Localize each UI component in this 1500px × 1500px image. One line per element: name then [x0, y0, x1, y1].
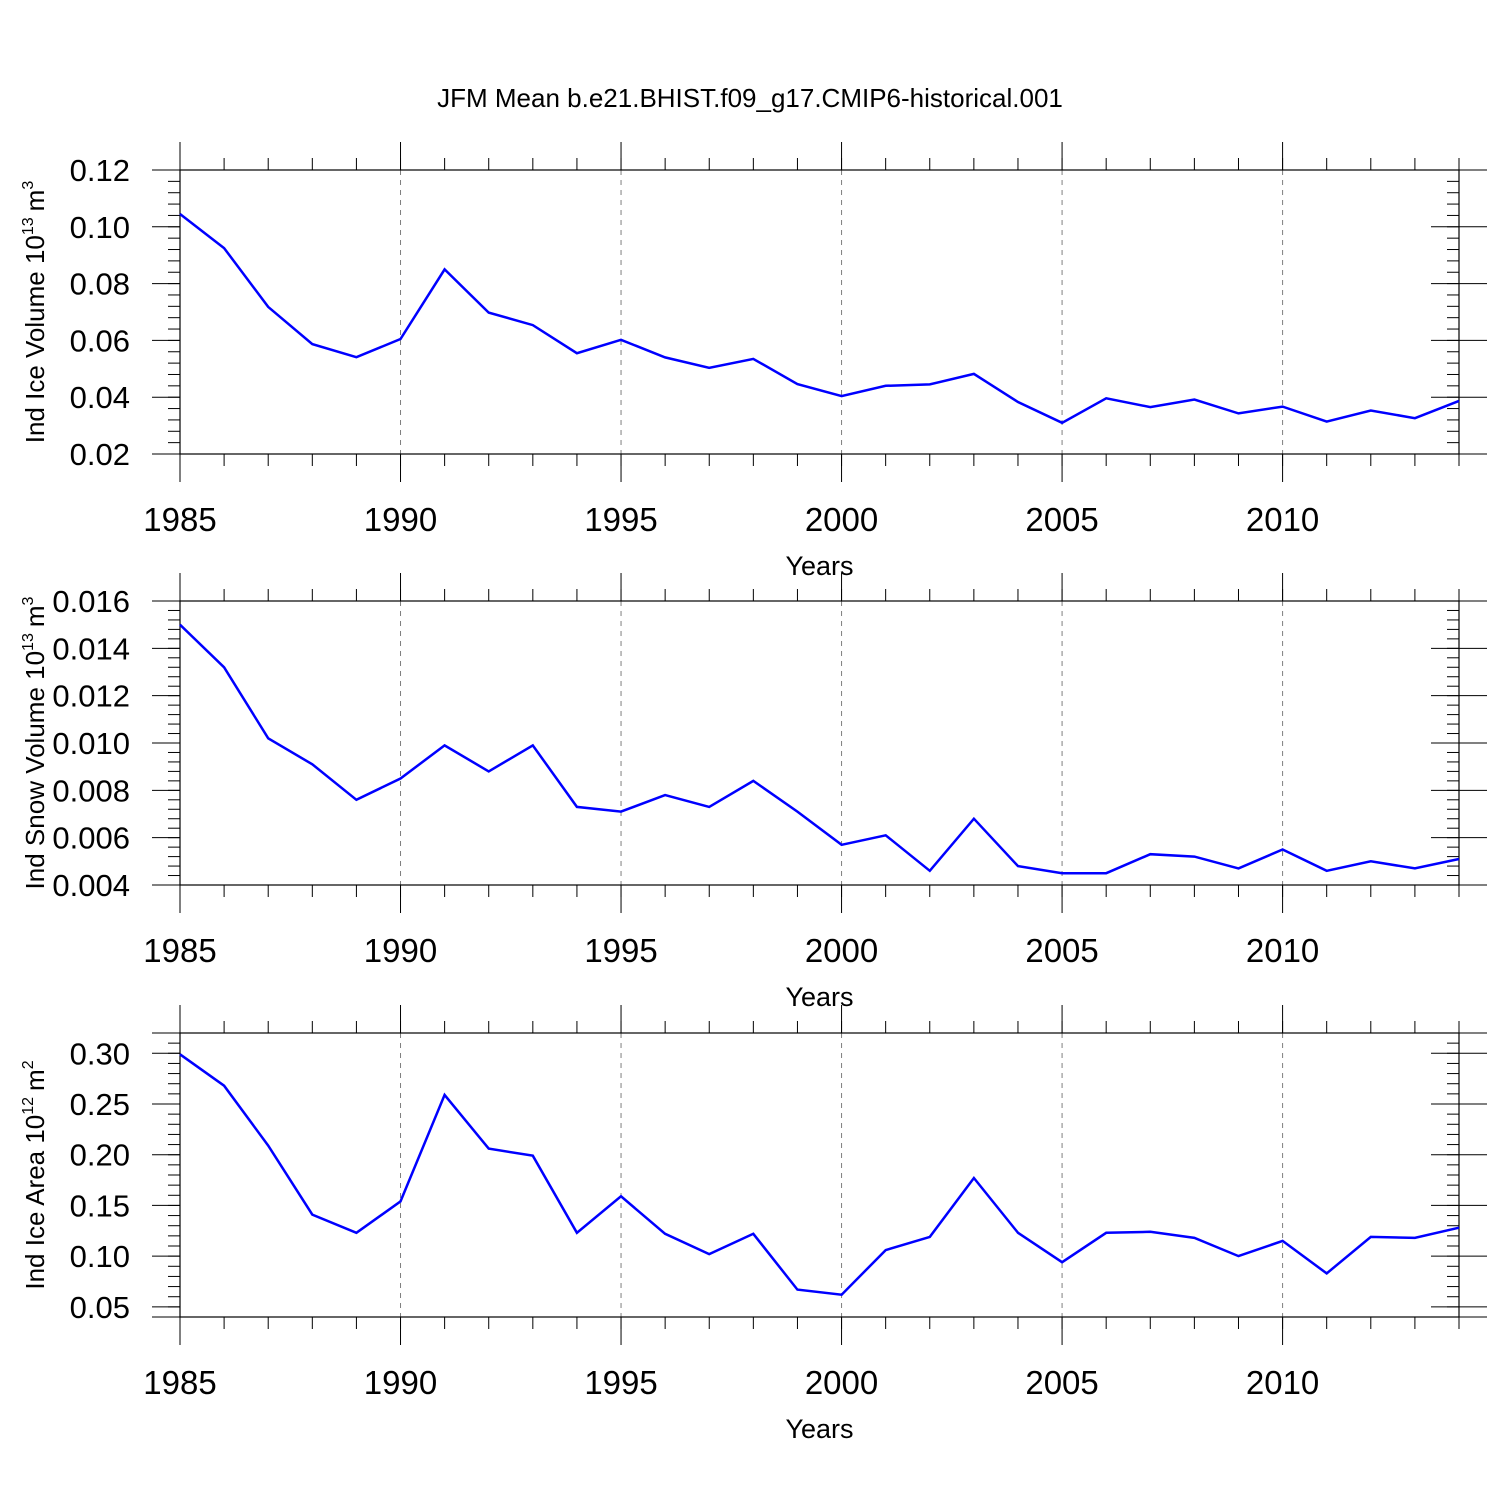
- x-axis-label: Years: [785, 551, 853, 581]
- y-tick-label: 0.04: [70, 380, 130, 415]
- y-tick-label: 0.10: [70, 210, 130, 245]
- y-tick-label: 0.016: [52, 584, 130, 619]
- x-tick-label: 2000: [805, 932, 878, 969]
- x-tick-label: 1995: [584, 932, 657, 969]
- y-tick-label: 0.20: [70, 1138, 130, 1173]
- y-tick-label: 0.006: [52, 821, 130, 856]
- y-tick-label: 0.05: [70, 1290, 130, 1325]
- y-tick-label: 0.10: [70, 1239, 130, 1274]
- y-tick-label: 0.010: [52, 726, 130, 761]
- y-tick-label: 0.014: [52, 631, 130, 666]
- y-label-unit-exponent: 3: [20, 596, 37, 605]
- y-tick-label: 0.25: [70, 1087, 130, 1122]
- y-tick-label: 0.30: [70, 1036, 130, 1071]
- x-tick-label: 1985: [143, 932, 216, 969]
- y-label-unit: m: [20, 190, 50, 212]
- x-tick-label: 2010: [1246, 1364, 1319, 1401]
- y-label-unit: m: [20, 1069, 50, 1091]
- x-tick-label: 2005: [1025, 501, 1098, 538]
- ice-volume-panel: 1985 1990 1995 2000 2005 2010 0.02 0.04 0.06 0.08…: [20, 142, 1487, 581]
- figure-title: JFM Mean b.e21.BHIST.f09_g17.CMIP6-histo…: [437, 83, 1063, 113]
- series-line: [179, 213, 1460, 425]
- y-tick-label: 0.02: [70, 437, 130, 472]
- series-line: [179, 1053, 1460, 1297]
- x-tick-label: 2010: [1246, 932, 1319, 969]
- y-axis-label: Ind Ice Area 1012 m2: [20, 1060, 50, 1289]
- x-tick-label: 1990: [364, 932, 437, 969]
- y-tick-label: 0.08: [70, 267, 130, 302]
- x-tick-label: 2005: [1025, 932, 1098, 969]
- y-tick-label: 0.012: [52, 679, 130, 714]
- y-tick-label: 0.12: [70, 153, 130, 188]
- snow-volume-panel: 1985 1990 1995 2000 2005 2010 0.004 0.006 0.008 0…: [20, 573, 1487, 1012]
- y-label-text: Ind Snow Volume 10: [20, 651, 50, 890]
- y-tick-label: 0.15: [70, 1188, 130, 1223]
- y-tick-label: 0.06: [70, 323, 130, 358]
- x-tick-label: 1985: [143, 1364, 216, 1401]
- y-label-text: Ind Ice Volume 10: [20, 235, 50, 443]
- x-axis-label: Years: [785, 982, 853, 1012]
- y-axis-label: Ind Ice Volume 1013 m3: [20, 181, 50, 444]
- x-tick-label: 1990: [364, 1364, 437, 1401]
- y-label-unit-exponent: 3: [20, 181, 37, 190]
- y-tick-label: 0.008: [52, 773, 130, 808]
- y-tick-label: 0.004: [52, 868, 130, 903]
- y-label-exponent: 13: [20, 217, 37, 235]
- y-axis-label: Ind Snow Volume 1013 m3: [20, 596, 50, 889]
- ice-area-panel: 1985 1990 1995 2000 2005 2010 0.05 0.10 0.15 0.20…: [20, 1005, 1487, 1444]
- y-label-exponent: 12: [20, 1097, 37, 1115]
- x-tick-label: 1985: [143, 501, 216, 538]
- y-label-text: Ind Ice Area 10: [20, 1115, 50, 1290]
- x-tick-label: 2010: [1246, 501, 1319, 538]
- x-axis-label: Years: [785, 1414, 853, 1444]
- y-label-unit: m: [20, 605, 50, 627]
- y-label-exponent: 13: [20, 633, 37, 651]
- x-tick-label: 2000: [805, 501, 878, 538]
- y-label-unit-exponent: 2: [20, 1060, 37, 1069]
- x-tick-label: 2005: [1025, 1364, 1098, 1401]
- x-tick-label: 2000: [805, 1364, 878, 1401]
- series-line: [179, 623, 1460, 875]
- x-tick-label: 1990: [364, 501, 437, 538]
- x-tick-label: 1995: [584, 501, 657, 538]
- x-tick-label: 1995: [584, 1364, 657, 1401]
